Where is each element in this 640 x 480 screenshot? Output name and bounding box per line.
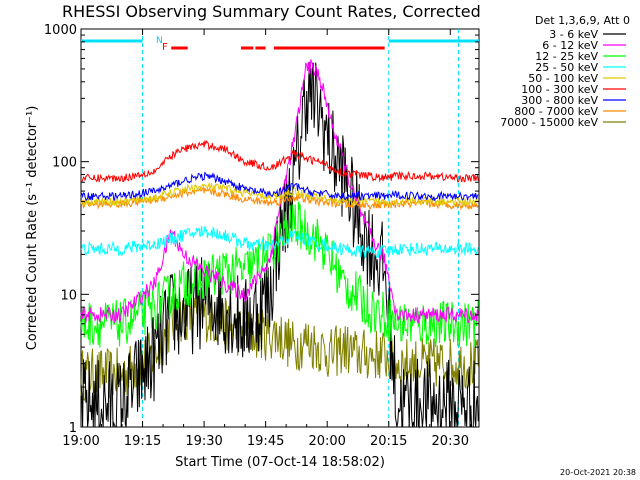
x-tick-label: 20:00	[308, 434, 345, 449]
legend-label: 6 - 12 keV	[542, 39, 598, 52]
x-tick-label: 19:45	[247, 434, 284, 449]
legend-label: 100 - 300 keV	[521, 83, 598, 96]
x-tick-label: 20:15	[370, 434, 407, 449]
series-line-800-7000	[80, 186, 479, 211]
legend-label: 3 - 6 keV	[549, 28, 598, 41]
x-axis-label: Start Time (07-Oct-14 18:58:02)	[175, 455, 385, 470]
x-axis-ticks: 19:00 19:15 19:30 19:45 20:00 20:15 20:30	[62, 29, 472, 449]
legend-label: 12 - 25 keV	[535, 50, 598, 63]
series-line-100-300	[80, 139, 479, 183]
x-tick-label: 20:30	[432, 434, 469, 449]
legend-label: 800 - 7000 keV	[514, 105, 598, 118]
series-layer	[80, 59, 479, 429]
x-tick-label: 19:00	[62, 434, 99, 449]
legend-label: 7000 - 15000 keV	[500, 116, 598, 129]
series-line-300-800	[80, 171, 479, 202]
flag-label-f: F	[162, 42, 168, 53]
y-axis-ticks: 1 10 100 1000	[44, 23, 479, 436]
y-tick-label: 1000	[44, 23, 77, 38]
legend-label: 50 - 100 keV	[528, 72, 598, 85]
legend-label: 25 - 50 keV	[535, 61, 598, 74]
series-line-3-6	[80, 61, 479, 429]
flag-label-n: N	[156, 36, 163, 46]
series-line-6-12	[80, 59, 479, 324]
x-tick-label: 19:15	[124, 434, 161, 449]
footer-date: 20-Oct-2021 20:38	[560, 468, 636, 477]
y-axis-label: Corrected Count Rate (s⁻¹ detector⁻¹)	[25, 106, 40, 351]
legend-label: 300 - 800 keV	[521, 94, 598, 107]
y-tick-label: 10	[60, 288, 77, 303]
detector-info: Det 1,3,6,9, Att 0	[535, 14, 630, 27]
series-line-25-50	[80, 226, 479, 259]
y-tick-label: 1	[69, 421, 77, 436]
series-line-12-25	[80, 201, 479, 348]
plot-frame	[80, 28, 480, 428]
x-tick-label: 19:30	[185, 434, 222, 449]
chart-title: RHESSI Observing Summary Count Rates, Co…	[62, 2, 481, 21]
y-tick-label: 100	[52, 156, 77, 171]
